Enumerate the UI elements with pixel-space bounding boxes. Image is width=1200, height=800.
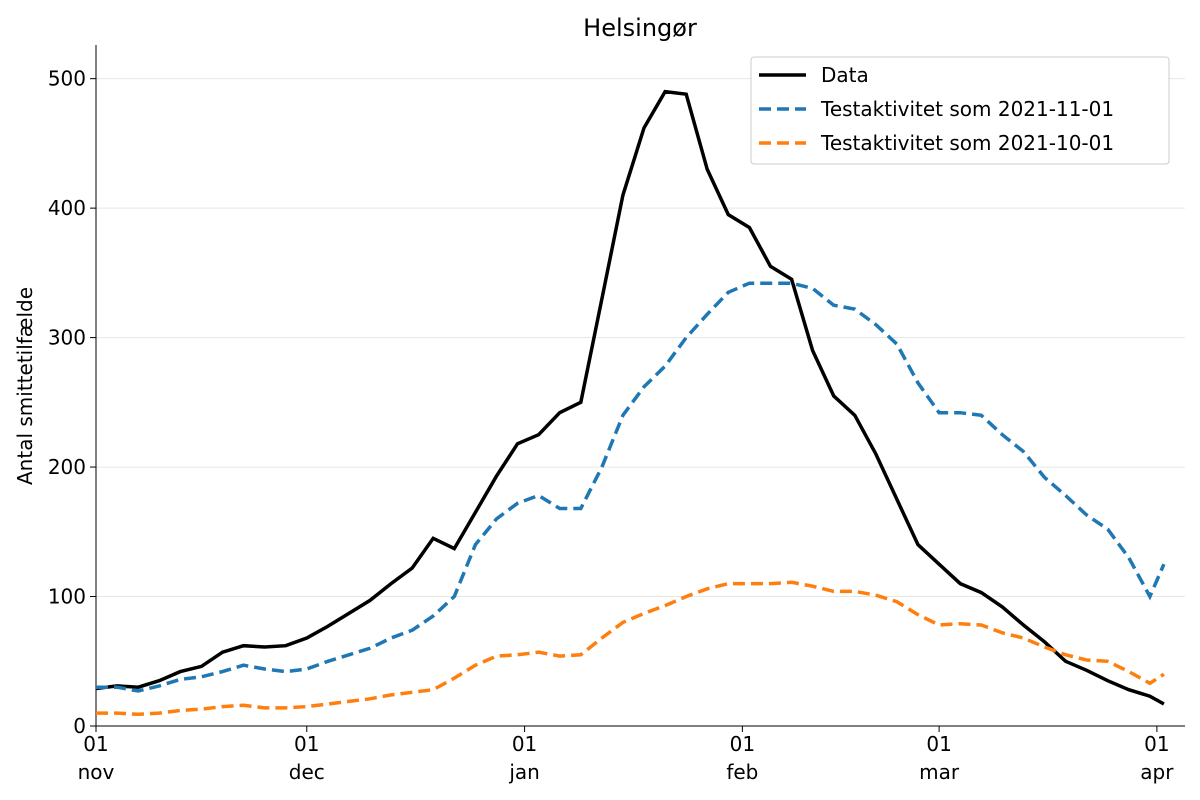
- legend-label: Data: [821, 63, 869, 87]
- y-tick-label: 400: [48, 196, 86, 220]
- chart-title: Helsingør: [583, 14, 697, 42]
- legend-box: [750, 56, 1170, 165]
- x-tick-label: 01 dec: [288, 732, 325, 784]
- line-series: [96, 580, 1165, 717]
- x-tick-label: 01 jan: [509, 732, 540, 784]
- legend: Data Testaktivitet som 2021-11-01 Testakti…: [750, 56, 1170, 165]
- x-tick-label: 01 mar: [919, 732, 960, 784]
- y-axis-label: Antal smittetilfælde: [13, 287, 37, 485]
- y-tick-label: 200: [48, 455, 86, 479]
- line-series: [95, 89, 1165, 706]
- y-tick-label: 300: [48, 326, 86, 350]
- y-tick-label: 0: [73, 714, 86, 738]
- y-tick-label: 500: [48, 67, 86, 91]
- x-tick-label: 01 nov: [77, 732, 115, 784]
- legend-label: Testaktivitet som 2021-10-01: [820, 131, 1114, 155]
- y-tick-label: 100: [48, 585, 86, 609]
- x-tick-label: 01 apr: [1140, 732, 1174, 784]
- line-series: [96, 281, 1166, 693]
- x-tick-label: 01 feb: [726, 732, 759, 784]
- legend-label: Testaktivitet som 2021-11-01: [820, 97, 1114, 121]
